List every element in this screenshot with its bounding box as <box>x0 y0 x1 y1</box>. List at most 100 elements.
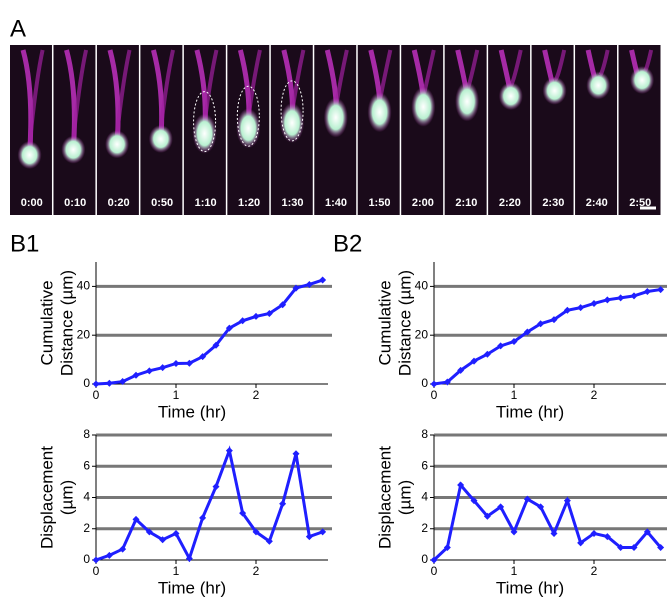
frame-time: 1:10 <box>195 197 217 209</box>
x-tick-label: 0 <box>93 388 100 402</box>
frame-time: 2:00 <box>412 197 434 209</box>
cell <box>455 81 480 122</box>
data-point <box>119 545 127 553</box>
frame-bg <box>444 45 487 215</box>
data-point <box>577 539 585 547</box>
x-tick-label: 0 <box>93 564 100 578</box>
cell <box>498 82 523 111</box>
data-point <box>199 353 207 361</box>
data-point <box>630 292 638 300</box>
data-point <box>185 359 193 367</box>
data-point <box>430 556 438 564</box>
data-point <box>603 296 611 304</box>
image-frame: 1:20 <box>227 45 270 215</box>
y-tick-label: 40 <box>77 279 91 293</box>
y-tick-label: 40 <box>415 279 429 293</box>
panel-label: A <box>10 15 26 42</box>
y-tick-label: 4 <box>421 490 428 504</box>
data-point <box>457 366 465 374</box>
y-axis-label: Cumulative <box>37 280 56 365</box>
data-point <box>145 367 153 375</box>
data-point <box>212 483 220 491</box>
data-point <box>119 378 127 386</box>
data-point <box>510 528 518 536</box>
data-point <box>132 371 140 379</box>
image-frame: 2:20 <box>488 45 531 215</box>
cell <box>105 130 130 159</box>
data-point <box>319 528 327 536</box>
image-frame: 1:50 <box>357 45 400 215</box>
frame-time: 2:10 <box>455 197 477 209</box>
cell <box>367 92 392 133</box>
image-frame: 2:40 <box>575 45 618 215</box>
data-point <box>497 342 505 350</box>
data-point <box>252 312 260 320</box>
data-point <box>537 320 545 328</box>
data-point <box>550 316 558 324</box>
data-point <box>443 378 451 386</box>
x-tick-label: 1 <box>511 388 518 402</box>
process <box>71 49 89 140</box>
data-point <box>172 360 180 368</box>
outline <box>236 85 260 147</box>
y-tick-label: 6 <box>421 458 428 472</box>
data-point <box>457 481 465 489</box>
y-axis-label: Cumulative <box>375 280 394 365</box>
data-point <box>630 544 638 551</box>
y-tick-label: 4 <box>83 490 90 504</box>
data-point <box>265 537 273 545</box>
panel-label: B2 <box>333 230 362 257</box>
data-point <box>239 509 247 517</box>
data-point <box>185 554 193 562</box>
image-frame: 1:40 <box>314 45 357 215</box>
data-point <box>523 495 531 503</box>
data-point <box>523 328 531 336</box>
data-point <box>172 529 180 537</box>
y-tick-label: 8 <box>421 427 428 441</box>
data-point <box>470 497 478 505</box>
y-tick-label: 2 <box>421 521 428 535</box>
y-tick-label: 8 <box>83 427 90 441</box>
x-tick-label: 2 <box>591 388 598 402</box>
y-axis-label: (µm) <box>57 480 76 515</box>
data-point <box>305 533 313 541</box>
image-frame: 0:50 <box>140 45 183 215</box>
y-tick-label: 20 <box>77 327 91 341</box>
data-point <box>617 544 625 551</box>
data-point <box>510 338 518 346</box>
y-tick-label: 0 <box>421 552 428 566</box>
data-point <box>443 544 451 551</box>
frame-time: 0:50 <box>151 197 173 209</box>
y-axis-label: (µm) <box>395 480 414 515</box>
cell <box>148 124 173 153</box>
data-point <box>430 380 438 388</box>
data-point <box>577 304 585 312</box>
data-point <box>563 306 571 314</box>
data-point <box>590 299 598 307</box>
outline <box>193 91 217 153</box>
data-point <box>657 286 665 294</box>
data-line <box>95 278 324 386</box>
frame-time: 2:30 <box>542 197 564 209</box>
panel-label: B1 <box>10 230 39 257</box>
data-point <box>563 497 571 505</box>
y-tick-label: 0 <box>83 376 90 390</box>
data-line <box>433 288 661 386</box>
data-point <box>483 512 491 520</box>
cell <box>630 66 655 94</box>
process <box>115 49 132 135</box>
data-point <box>470 357 478 365</box>
image-frame: 1:10 <box>183 45 226 215</box>
outline <box>280 80 304 142</box>
frame-time: 1:40 <box>325 197 347 209</box>
x-tick-label: 0 <box>431 564 438 578</box>
data-point <box>292 284 300 292</box>
image-frame: 0:20 <box>96 45 139 215</box>
y-axis-label: Distance (µm) <box>57 270 76 376</box>
data-point <box>643 528 651 536</box>
process <box>158 49 175 130</box>
cell <box>323 97 348 138</box>
y-axis-label: Displacement <box>375 446 394 549</box>
cell <box>192 113 217 154</box>
data-point <box>105 551 113 559</box>
